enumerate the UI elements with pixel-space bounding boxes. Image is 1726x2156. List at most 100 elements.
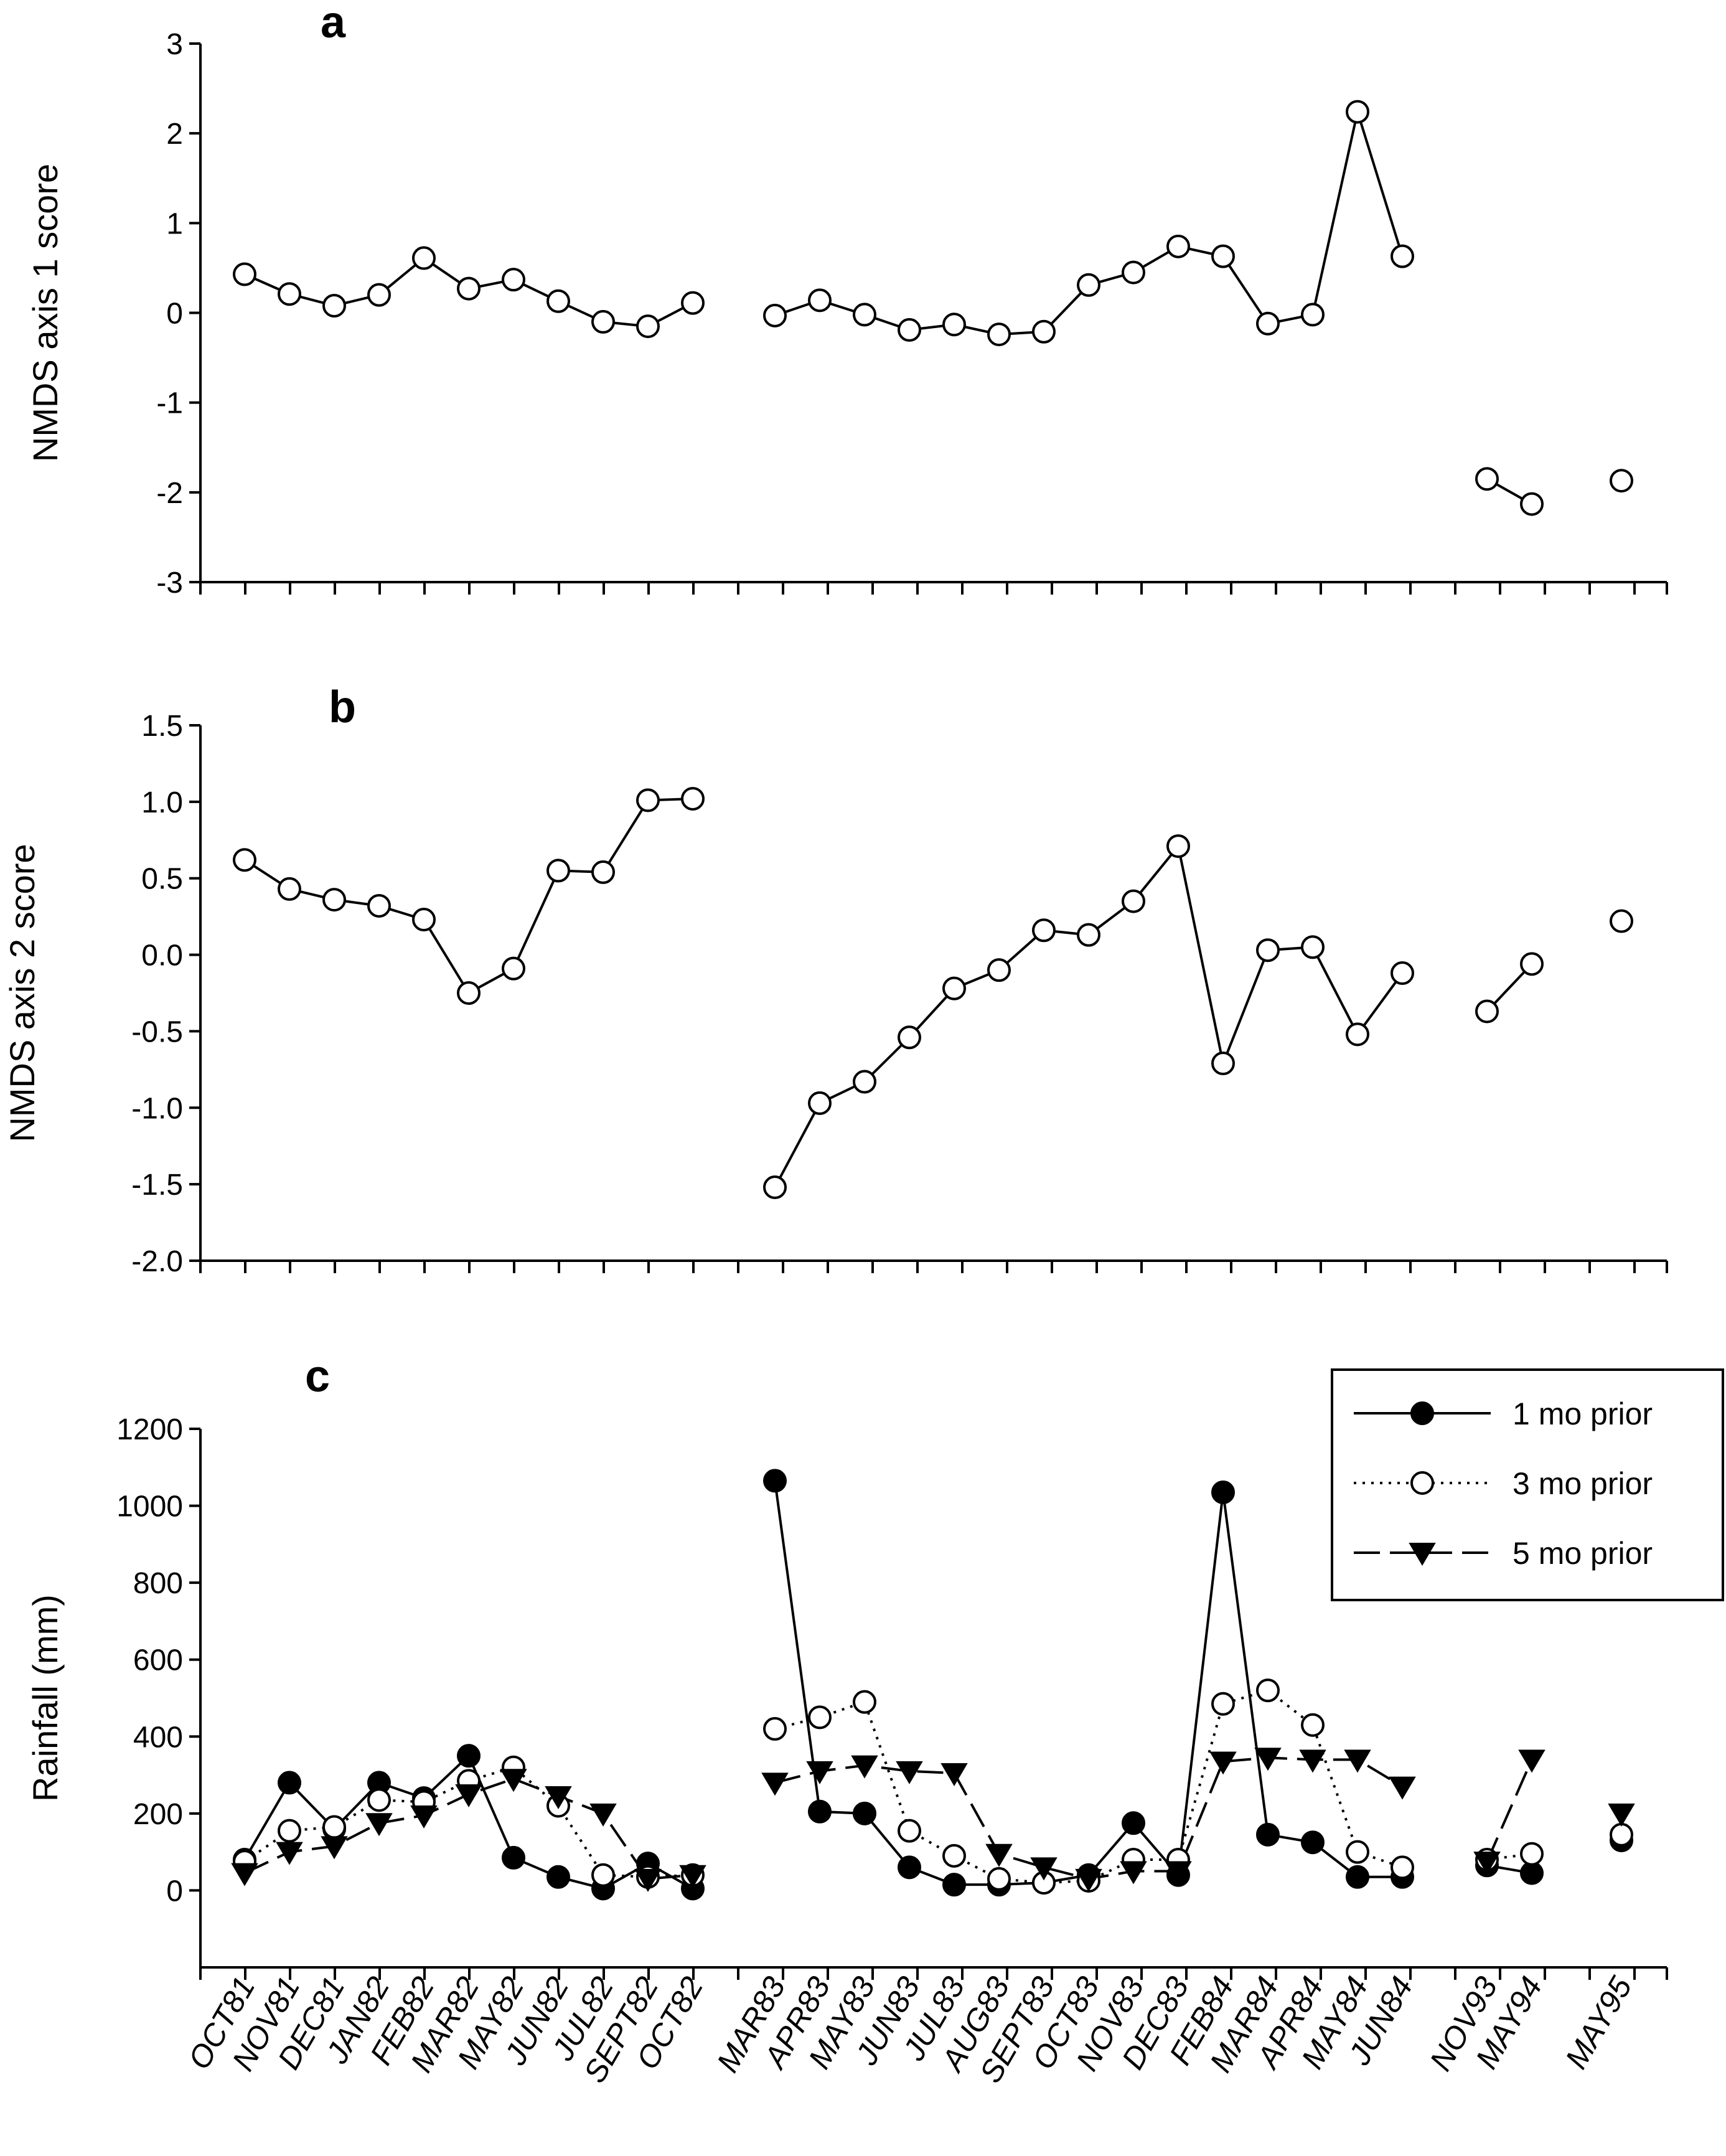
data-point [457,1744,481,1768]
data-point [1301,1713,1325,1737]
data-point [1256,938,1280,963]
data-point [276,1842,303,1865]
data-point [1518,1749,1545,1773]
data-point [1299,1749,1326,1773]
data-point [1122,260,1145,285]
data-point [589,1803,617,1827]
data-point [1211,1052,1235,1076]
data-point [985,1843,1013,1867]
data-point [942,1873,966,1897]
y-tick-label: -2.0 [131,1245,183,1278]
data-point [322,888,346,912]
data-point [761,1772,789,1796]
data-point [412,246,436,270]
data-point [636,314,660,339]
y-tick-label: -2 [156,477,183,510]
data-point [591,1863,615,1887]
data-point [1122,889,1145,913]
data-point [808,1799,832,1824]
data-point [681,291,705,315]
data-point [808,1705,832,1730]
y-axis-label: NMDS axis 2 score [2,844,42,1142]
data-point [1122,1811,1145,1835]
data-point [853,1070,876,1094]
data-point [500,1769,527,1792]
data-point [681,786,705,811]
data-point [1209,1751,1237,1775]
legend-box [1331,1368,1724,1601]
y-tick-label: 600 [133,1644,183,1677]
panel-letter: c [305,1352,330,1401]
legend-label: 5 mo prior [1513,1536,1653,1571]
data-point [942,976,966,1000]
data-point [233,262,256,286]
data-point [763,1469,787,1493]
data-point [942,1843,966,1868]
data-point [1301,1830,1325,1855]
data-point [987,958,1011,982]
y-tick-label: 400 [133,1721,183,1754]
data-point [278,1771,301,1795]
data-point [898,318,921,342]
y-tick-label: 1200 [116,1413,183,1446]
legend: 1 mo prior 3 mo prior 5 mo prior [1331,1368,1724,1601]
data-point [1301,303,1325,327]
data-point [634,1868,662,1892]
data-point [546,1865,570,1889]
y-tick-label: 1 [166,207,183,240]
data-point [546,289,570,313]
data-point [1256,1678,1280,1703]
legend-marker [1410,1471,1434,1495]
data-point [278,877,301,901]
data-point [545,1786,572,1810]
data-point [942,313,966,337]
data-point [808,1091,832,1115]
y-tick-label: -1.5 [131,1169,183,1202]
y-tick-label: 800 [133,1567,183,1600]
data-point [278,282,301,306]
data-point [457,981,481,1005]
data-point [1389,1776,1416,1800]
data-point [1030,1857,1058,1881]
y-tick-label: 0 [166,1875,183,1908]
series-nmds-axis-2 [243,797,1533,1188]
data-point [1346,1840,1369,1864]
data-point [367,283,391,307]
data-point [1346,1865,1369,1889]
data-point [1256,1822,1280,1847]
data-point [1032,918,1056,943]
data-point [1254,1748,1282,1771]
legend-label: 1 mo prior [1513,1396,1653,1431]
data-point [233,848,256,872]
data-point [546,859,570,883]
data-point [502,1845,525,1870]
data-point [502,268,525,292]
y-tick-label: -1 [156,387,183,420]
y-tick-label: 2 [166,118,183,151]
data-point [1391,961,1414,986]
data-point [1166,834,1190,859]
data-point [853,1690,876,1714]
data-point [365,1813,393,1837]
data-point [1301,935,1325,959]
data-point [1608,1803,1635,1827]
y-tick-label: -3 [156,567,183,600]
panel-letter: a [321,0,346,47]
data-point [853,1801,876,1825]
data-point [1610,469,1633,493]
data-point [1344,1749,1371,1773]
data-point [806,1761,833,1784]
data-point [679,1865,706,1888]
data-point [1077,923,1100,947]
data-point [410,1805,438,1829]
series-nmds-axis-1 [244,106,1532,506]
data-point [851,1755,878,1779]
x-tick-label: MAY95 [1559,1970,1639,2074]
data-point [412,908,436,932]
data-point [1391,244,1414,268]
data-point [1520,492,1544,516]
data-point [1077,273,1100,297]
data-point [591,309,615,334]
x-axis-tick-labels: OCT81NOV81DEC81JAN82FEB82MAR82MAY82JUN82… [181,1970,1638,2088]
data-point [987,1866,1011,1891]
